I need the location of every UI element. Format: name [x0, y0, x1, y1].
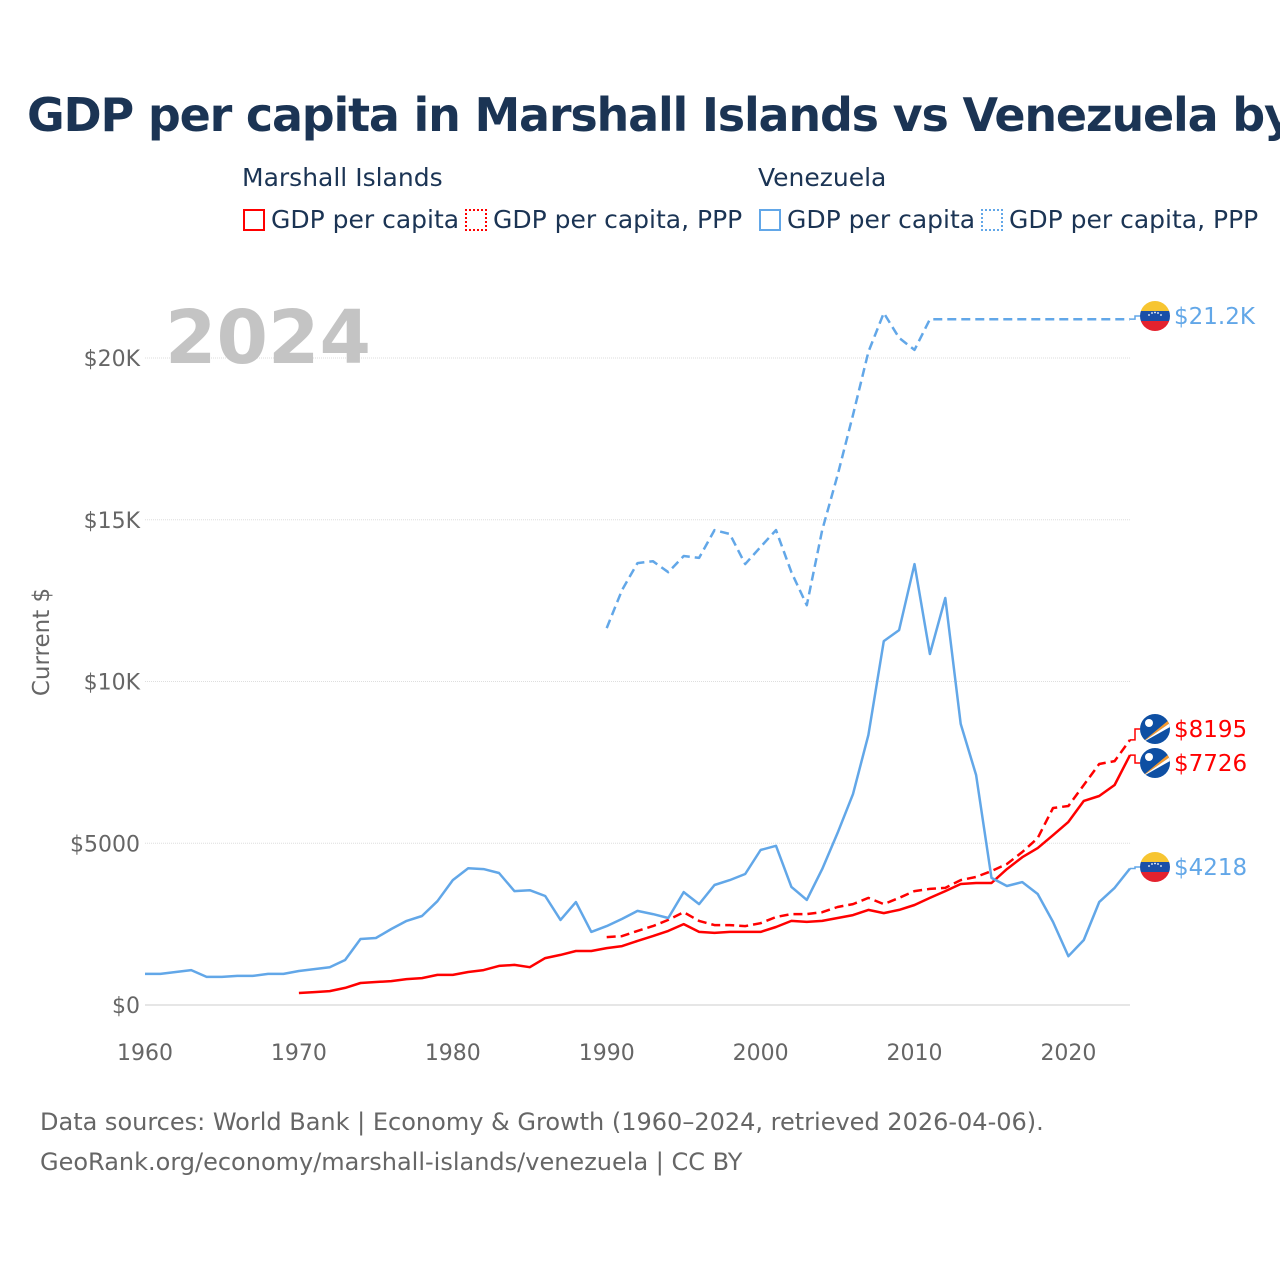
legend-label: GDP per capita, PPP — [493, 205, 743, 234]
y-tick-label: $5000 — [70, 832, 140, 857]
legend-swatch-dotted-red — [465, 208, 487, 231]
series-line-marshall-dashed — [606, 739, 1132, 939]
end-value-label: $8195 — [1174, 717, 1247, 743]
x-tick-label: 1970 — [271, 1041, 327, 1066]
legend-swatch-dotted-blue — [981, 208, 1003, 231]
legend-item-marshall-ppp[interactable]: GDP per capita, PPP — [465, 205, 742, 234]
legend-group-venezuela: Venezuela — [758, 163, 887, 192]
marshall-islands-flag-icon — [1140, 748, 1170, 778]
x-tick-label: 2020 — [1040, 1041, 1096, 1066]
x-tick-label: 1980 — [425, 1041, 481, 1066]
legend-label: GDP per capita — [271, 205, 460, 234]
series-line-venezuela-dashed — [605, 311, 1130, 629]
venezuela-flag-icon — [1140, 301, 1170, 331]
end-connector — [1130, 728, 1140, 741]
legend-item-venezuela-ppp[interactable]: GDP per capita, PPP — [981, 205, 1258, 234]
footer-link[interactable]: GeoRank.org/economy/marshall-islands/ven… — [40, 1148, 743, 1176]
end-connector — [1130, 866, 1140, 870]
end-value-label: $21.2K — [1174, 304, 1256, 330]
legend-swatch-solid-blue — [759, 208, 781, 231]
series-line-venezuela-solid — [145, 562, 1131, 979]
end-value-label: $7726 — [1174, 751, 1247, 777]
end-connector — [1130, 754, 1140, 764]
series-line-marshall-solid — [298, 754, 1132, 995]
x-tick-label: 2000 — [733, 1041, 789, 1066]
legend-item-marshall-gdp[interactable]: GDP per capita — [243, 205, 459, 234]
venezuela-flag-icon — [1140, 852, 1170, 882]
x-tick-label: 1990 — [579, 1041, 635, 1066]
x-tick-label: 1960 — [117, 1041, 173, 1066]
y-tick-label: $15K — [84, 509, 141, 534]
legend-label: GDP per capita, PPP — [1009, 205, 1259, 234]
end-connector — [1130, 315, 1140, 320]
marshall-islands-flag-icon — [1140, 714, 1170, 744]
current-year-watermark: 2024 — [165, 295, 371, 381]
legend-group-marshall: Marshall Islands — [242, 163, 443, 192]
footer-sources: Data sources: World Bank | Economy & Gro… — [40, 1108, 1044, 1136]
legend-label: GDP per capita — [787, 205, 976, 234]
y-tick-label: $20K — [84, 347, 141, 372]
x-tick-label: 2010 — [887, 1041, 943, 1066]
legend-item-venezuela-gdp[interactable]: GDP per capita — [759, 205, 975, 234]
y-axis-label: Current $ — [29, 587, 55, 697]
chart-title: GDP per capita in Marshall Islands vs Ve… — [27, 88, 1280, 142]
y-tick-label: $0 — [112, 994, 140, 1019]
legend-swatch-solid-red — [243, 208, 265, 231]
y-tick-label: $10K — [84, 671, 141, 696]
end-value-label: $4218 — [1174, 855, 1247, 881]
